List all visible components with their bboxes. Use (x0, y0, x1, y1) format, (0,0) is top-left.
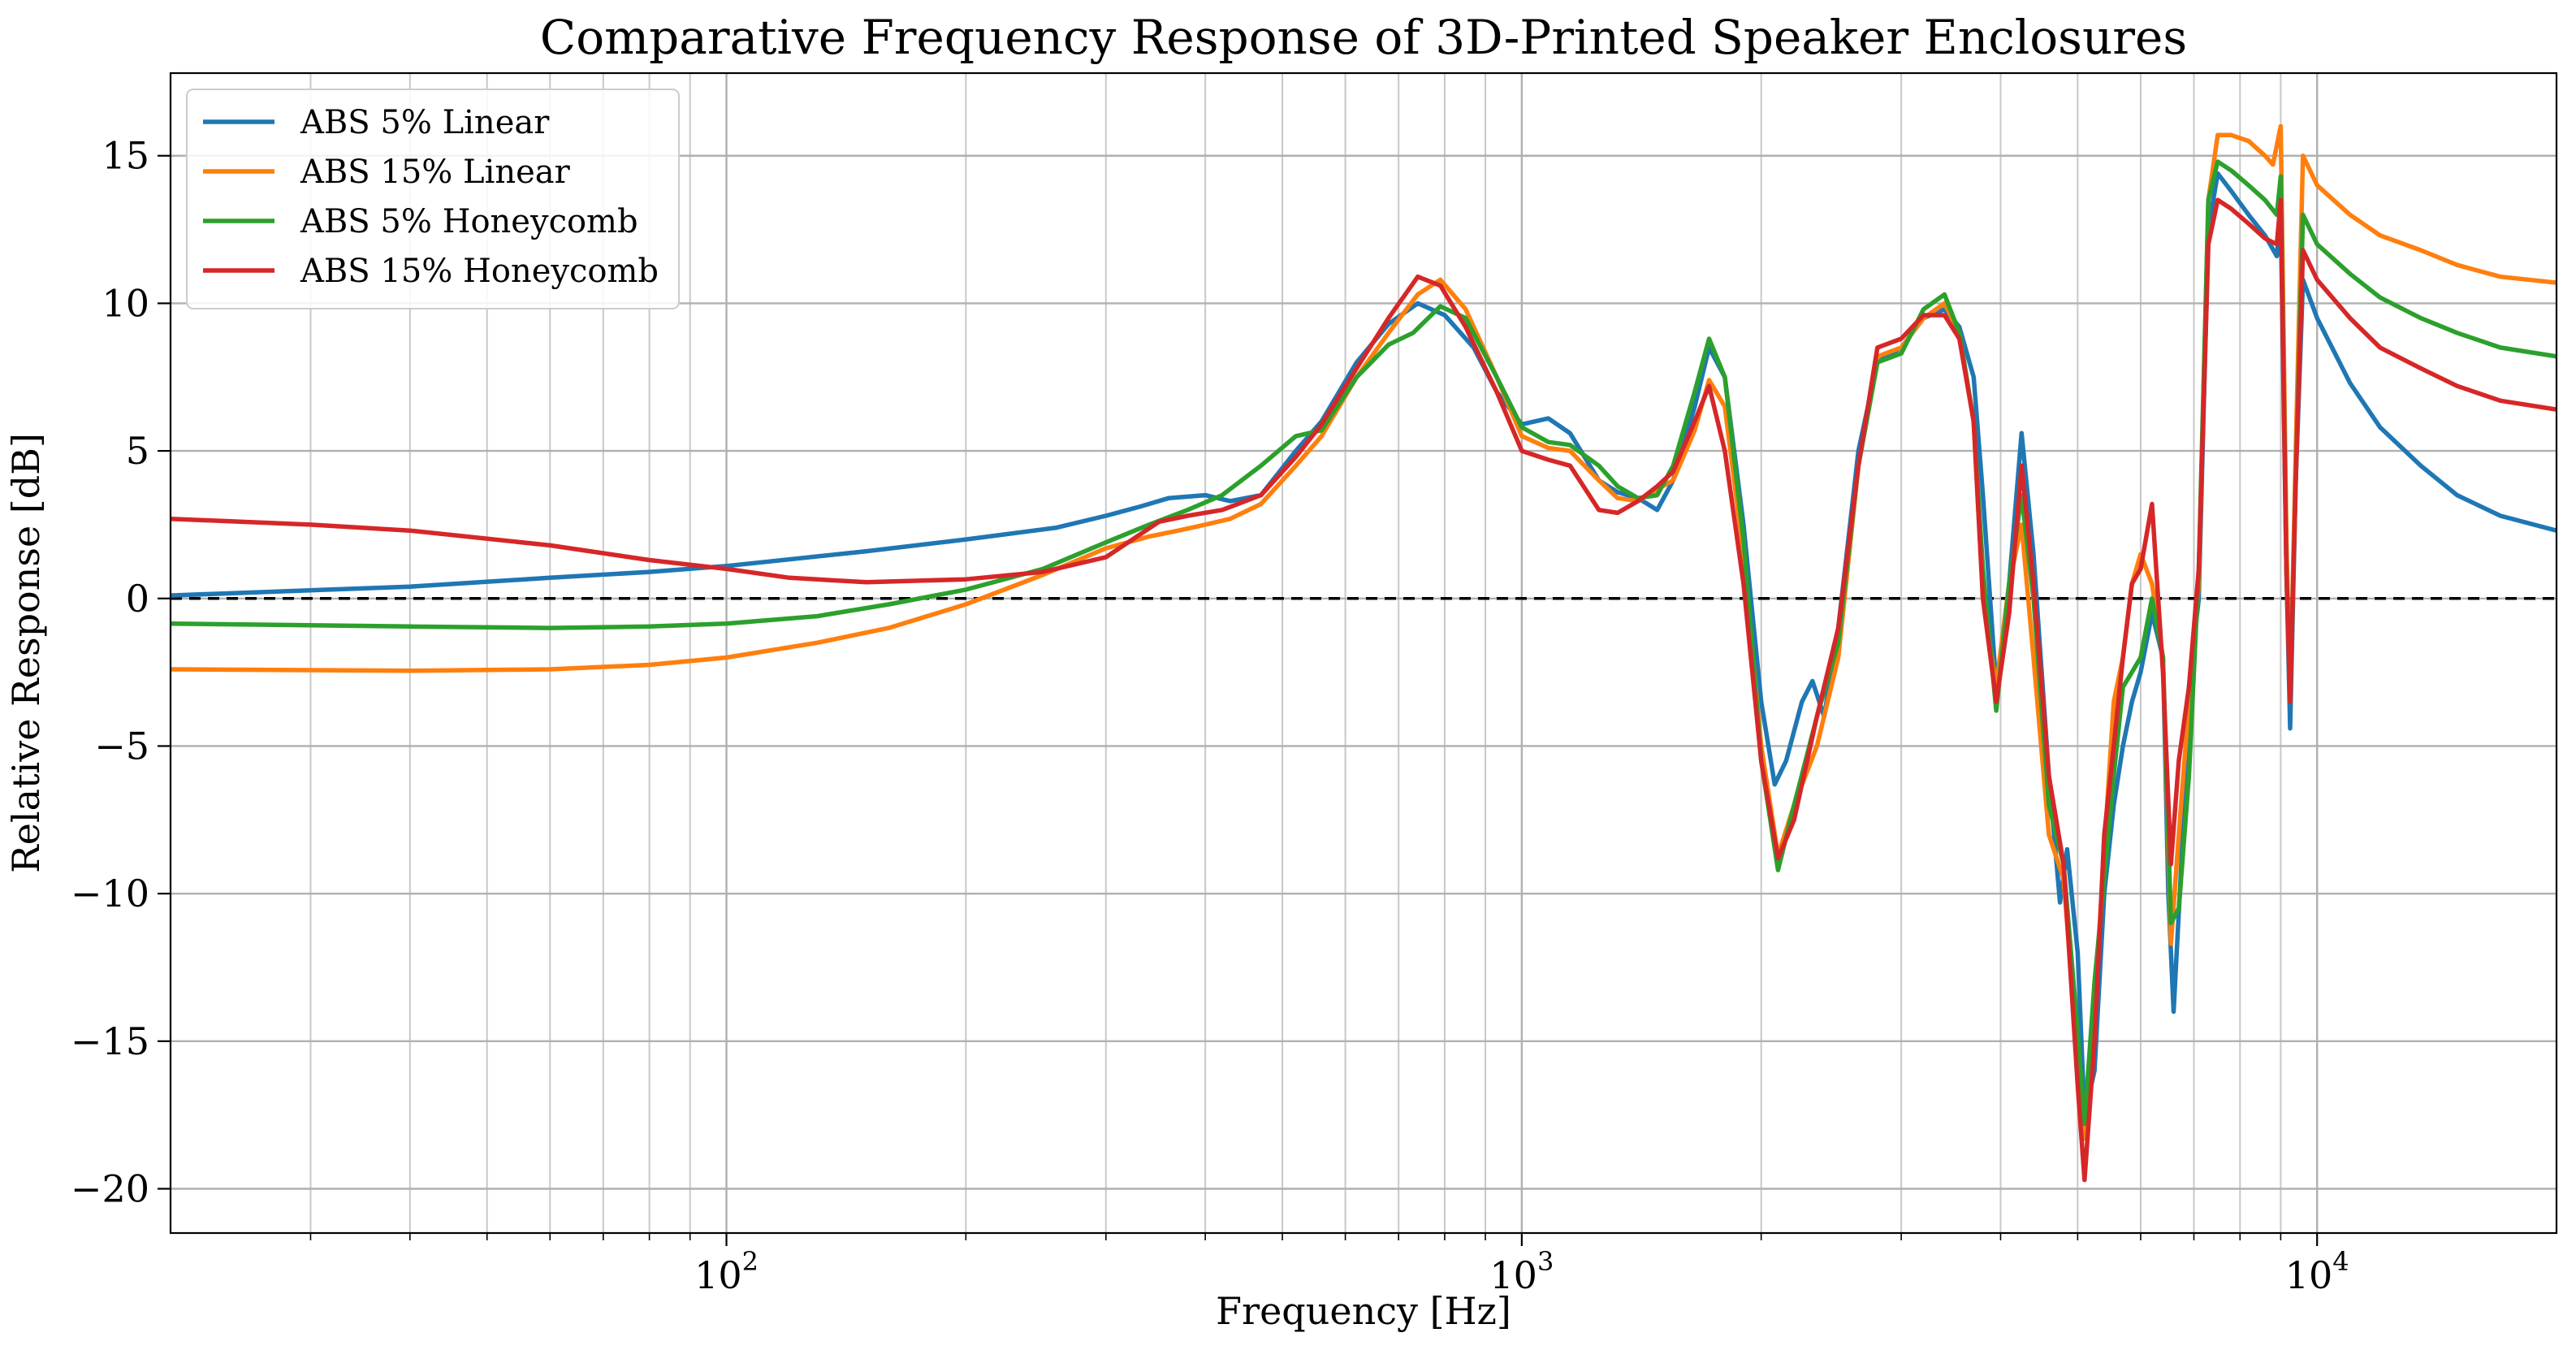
legend-label-3: ABS 5% Honeycomb (300, 203, 638, 240)
y-tick-label: 0 (126, 577, 149, 621)
y-axis-label: Relative Response [dB] (4, 433, 48, 873)
x-axis-label: Frequency [Hz] (1216, 1289, 1511, 1333)
y-tick-label: −20 (71, 1166, 149, 1210)
y-tick-label: 10 (102, 281, 149, 325)
series-line-4 (171, 197, 2557, 1183)
legend-label-1: ABS 5% Linear (300, 104, 550, 141)
series-line-3 (171, 159, 2557, 1127)
y-tick-label: 5 (126, 429, 149, 473)
plot-frame (169, 71, 2558, 1235)
series-layer (171, 123, 2557, 1183)
legend-box (186, 89, 680, 309)
chart-title: Comparative Frequency Response of 3D-Pri… (540, 10, 2187, 65)
legend-label-2: ABS 15% Linear (300, 154, 571, 191)
y-tick-label: −10 (71, 872, 149, 915)
legend: ABS 5% Linear ABS 15% Linear ABS 5% Honeyc… (186, 89, 680, 309)
y-tick-label: −5 (94, 724, 149, 768)
y-tick-layer: 15 10 5 0 −5 −10 −15 −20 (71, 134, 171, 1210)
legend-label-4: ABS 15% Honeycomb (300, 253, 659, 290)
y-tick-label: 15 (102, 134, 149, 178)
y-tick-label: −15 (71, 1019, 149, 1063)
